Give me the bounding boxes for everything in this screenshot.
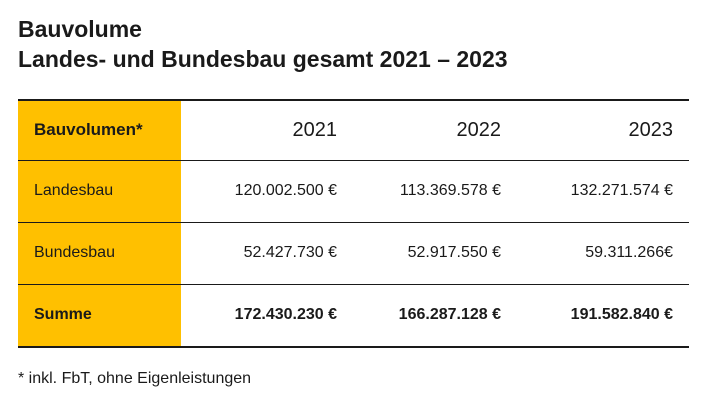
cell-landesbau-2023: 132.271.574 € <box>570 182 673 199</box>
title-block: Bauvolume Landes- und Bundesbau gesamt 2… <box>18 14 508 74</box>
cell-summe-2021: 172.430.230 € <box>234 306 337 324</box>
column-header-2021: 2021 <box>292 118 338 141</box>
data-table: Bauvolumen* 2021 2022 2023 Landesbau 120… <box>18 99 689 348</box>
data-table-wrapper: Bauvolumen* 2021 2022 2023 Landesbau 120… <box>18 99 689 348</box>
table-row-bundesbau: Bundesbau 52.427.730 € 52.917.550 € 59.3… <box>18 222 689 284</box>
table-row-landesbau: Landesbau 120.002.500 € 113.369.578 € 13… <box>18 160 689 222</box>
cell-bundesbau-2021: 52.427.730 € <box>243 244 337 261</box>
cell-bundesbau-2023: 59.311.266€ <box>585 244 673 261</box>
cell-bundesbau-2022: 52.917.550 € <box>407 244 501 261</box>
cell-summe-2022: 166.287.128 € <box>398 306 501 324</box>
column-header-2022: 2022 <box>456 118 502 141</box>
row-label-summe: Summe <box>18 284 181 347</box>
chart-title: Bauvolume <box>18 16 142 42</box>
column-header-2023: 2023 <box>628 118 674 141</box>
chart-subtitle: Landes- und Bundesbau gesamt 2021 – 2023 <box>18 46 508 72</box>
footnote: * inkl. FbT, ohne Eigenleistungen <box>18 370 252 387</box>
row-label-landesbau: Landesbau <box>18 160 181 222</box>
table-header-row: Bauvolumen* 2021 2022 2023 <box>18 100 689 160</box>
cell-landesbau-2022: 113.369.578 € <box>399 182 501 199</box>
header-row-label: Bauvolumen* <box>18 100 181 160</box>
cell-landesbau-2021: 120.002.500 € <box>234 182 337 199</box>
table-row-summe: Summe 172.430.230 € 166.287.128 € 191.58… <box>18 284 689 347</box>
row-label-bundesbau: Bundesbau <box>18 222 181 284</box>
cell-summe-2023: 191.582.840 € <box>570 306 673 324</box>
